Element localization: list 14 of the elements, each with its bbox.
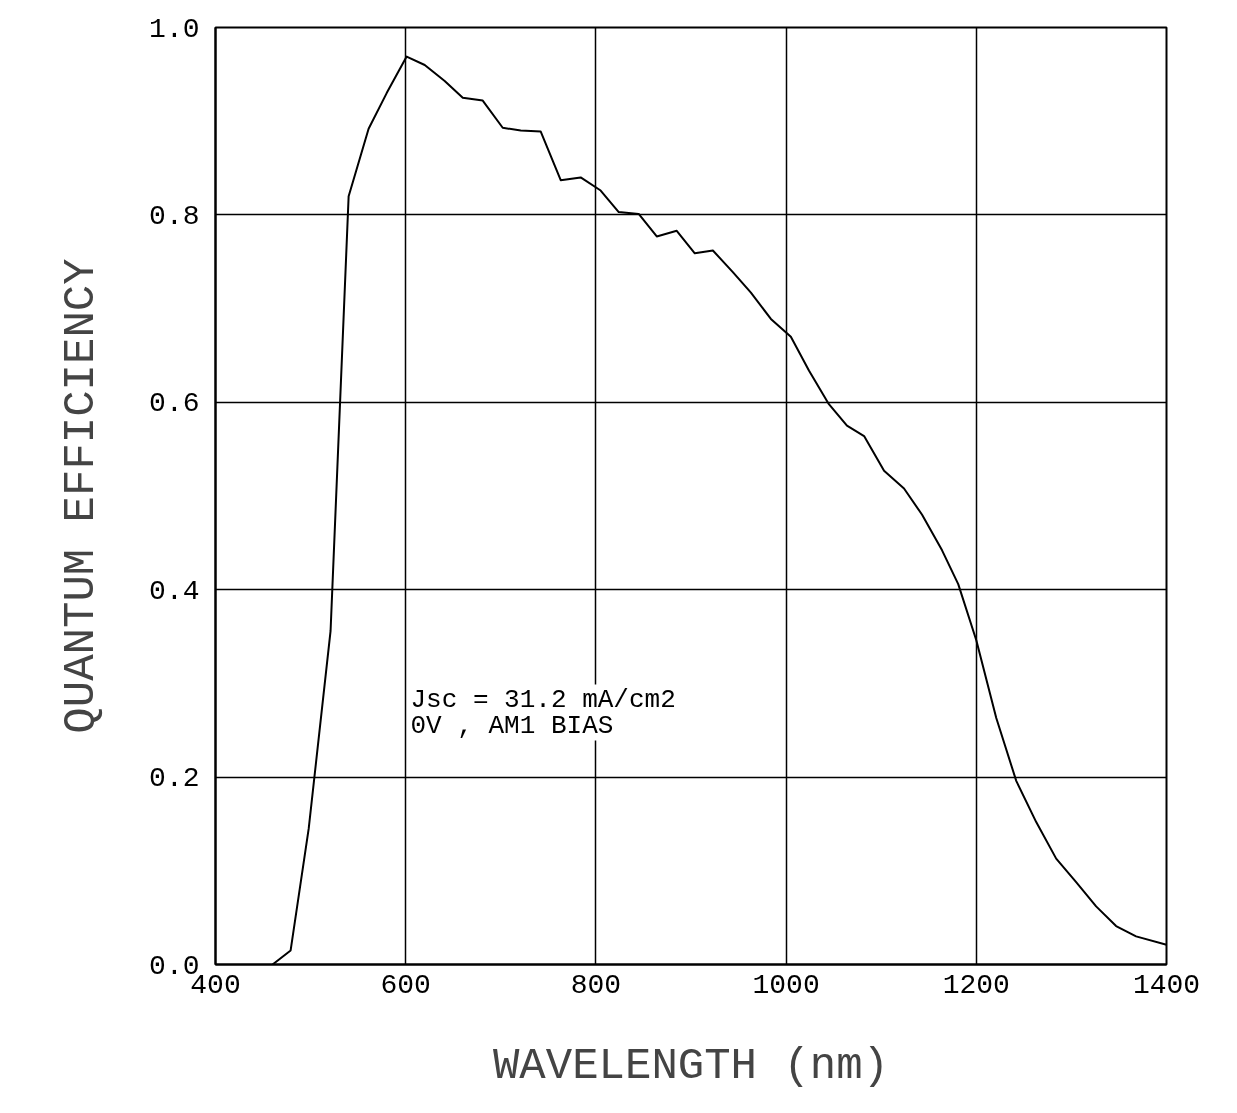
y-tick-label: 0.6 [149,388,200,420]
y-tick-label: 1.0 [149,13,200,45]
y-tick-label: 0.2 [149,763,200,795]
x-tick-label: 1200 [942,969,1010,1001]
annotation: Jsc = 31.2 mA/cm2 [410,684,676,715]
y-tick-label: 0.8 [149,200,200,232]
y-axis-title: QUANTUM EFFICIENCY [56,258,107,734]
annotation: 0V , AM1 BIAS [410,710,614,741]
x-tick-label: 800 [570,969,622,1001]
x-tick-label: 1000 [752,969,820,1001]
y-tick-label: 0.4 [149,575,200,607]
x-tick-label: 1400 [1132,969,1201,1001]
x-axis-title: WAVELENGTH (nm) [492,1040,890,1091]
x-tick-label: 600 [380,969,431,1001]
